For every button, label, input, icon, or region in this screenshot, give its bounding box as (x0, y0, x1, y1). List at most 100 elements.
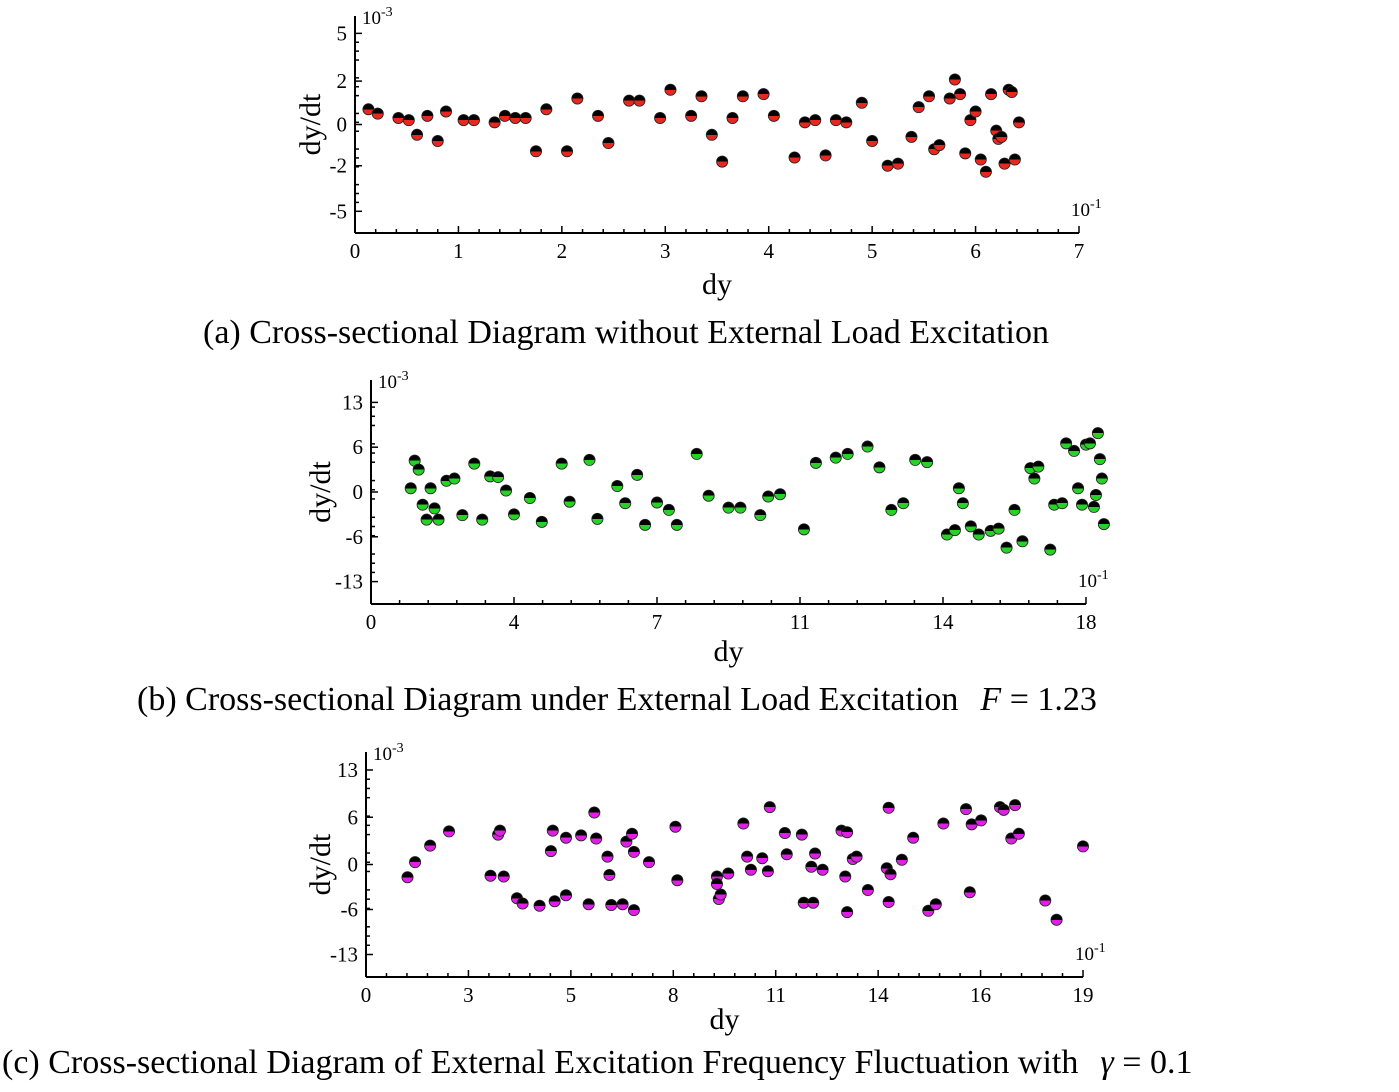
data-point-a (540, 103, 553, 116)
x-tick-label-a: 6 (970, 239, 981, 263)
data-point-b (535, 515, 548, 528)
x-tick-label-b: 0 (366, 610, 377, 634)
data-point-a (440, 105, 453, 118)
data-point-a (905, 130, 918, 143)
data-point-c (795, 828, 808, 841)
y-tick-label-a: 0 (337, 113, 348, 137)
data-point-c (714, 888, 727, 901)
x-tick-label-a: 4 (763, 239, 774, 263)
data-point-b (885, 503, 898, 516)
data-point-c (533, 899, 546, 912)
data-point-b (500, 484, 513, 497)
caption-c-formula: γ = 0.1 (1100, 1044, 1192, 1081)
data-point-a (602, 137, 615, 150)
data-point-c (588, 806, 601, 819)
x-tick-label-a: 0 (350, 239, 361, 263)
caption-c-text: (c) Cross-sectional Diagram of External … (2, 1044, 1079, 1081)
data-point-c (756, 852, 769, 865)
data-point-b (1028, 472, 1041, 485)
x-tick-label-c: 16 (970, 983, 991, 1007)
data-point-a (892, 157, 905, 170)
data-point-c (582, 898, 595, 911)
data-point-b (432, 513, 445, 526)
data-point-b (972, 528, 985, 541)
data-point-a (923, 90, 936, 103)
data-point-b (702, 489, 715, 502)
data-point-a (1008, 153, 1021, 166)
data-point-c (590, 832, 603, 845)
data-point-c (560, 889, 573, 902)
data-point-a (969, 105, 982, 118)
x-axis-title-b: dy (714, 635, 744, 668)
data-point-a (467, 114, 480, 127)
y-tick-label-b: 0 (353, 480, 364, 504)
data-point-c (710, 878, 723, 891)
x-tick-label-b: 7 (652, 610, 663, 634)
data-point-c (861, 884, 874, 897)
data-point-b (428, 502, 441, 515)
data-point-b (424, 482, 437, 495)
chart-panel-c: 0 3 5 8 11 14 16 19 13 6 0 -6 -13 10-3 10-1 dy dy/dt (304, 741, 1106, 1036)
data-point-b (1016, 535, 1029, 548)
data-point-c (809, 847, 822, 860)
data-point-b (468, 457, 481, 470)
data-point-b (1091, 427, 1104, 440)
data-point-b (1076, 498, 1089, 511)
data-point-a (954, 88, 967, 101)
data-point-c (401, 871, 414, 884)
data-point-a (943, 92, 956, 105)
data-point-b (416, 498, 429, 511)
data-point-c (603, 869, 616, 882)
caption-c: (c) Cross-sectional Diagram of External … (2, 1044, 1192, 1082)
x-tick-label-c: 5 (566, 983, 577, 1007)
x-tick-label-a: 1 (453, 239, 464, 263)
data-point-c (627, 845, 640, 858)
data-point-b (1060, 437, 1073, 450)
data-point-b (456, 509, 469, 522)
data-point-c (722, 867, 735, 880)
data-point-c (841, 826, 854, 839)
y-scale-note-a: 10-3 (362, 5, 393, 29)
data-point-c (627, 904, 640, 917)
data-point-a (488, 116, 501, 129)
data-point-c (605, 899, 618, 912)
x-tick-label-a: 7 (1074, 239, 1085, 263)
data-point-a (995, 130, 1008, 143)
data-point-b (1000, 541, 1013, 554)
data-point-b (448, 472, 461, 485)
x-axis-title-c: dy (710, 1003, 740, 1036)
data-point-a (1013, 116, 1026, 129)
data-point-a (809, 114, 822, 127)
y-tick-label-a: 5 (337, 21, 348, 45)
x-tick-label-a: 2 (557, 239, 568, 263)
data-point-c (884, 868, 897, 881)
scatter-chart-b: 0 4 7 11 14 18 13 6 0 -6 -13 10-3 10-1 dy dy/dt (304, 369, 1110, 668)
x-tick-label-b: 4 (509, 610, 520, 634)
data-point-a (974, 153, 987, 166)
data-point-c (907, 831, 920, 844)
data-point-b (921, 456, 934, 469)
y-tick-label-b: -6 (346, 525, 364, 549)
data-point-a (855, 96, 868, 109)
data-point-a (757, 88, 770, 101)
data-point-a (767, 109, 780, 122)
data-point-b (1083, 437, 1096, 450)
data-point-a (819, 149, 832, 162)
data-point-a (840, 116, 853, 129)
y-tick-label-c: 13 (337, 758, 358, 782)
data-point-b (952, 482, 965, 495)
data-point-c (1009, 799, 1022, 812)
scatter-chart-a: 0 1 2 3 4 5 6 7 5 2 0 -2 -5 10-3 10-1 dy dy/dt (294, 5, 1102, 301)
data-point-c (882, 801, 895, 814)
data-point-a (592, 109, 605, 122)
y-tick-label-a: 2 (337, 69, 348, 93)
data-point-a (788, 151, 801, 164)
data-point-a (948, 73, 961, 86)
data-point-a (402, 114, 415, 127)
caption-c-variable: γ (1100, 1044, 1114, 1081)
data-point-c (807, 896, 820, 909)
data-point-b (555, 457, 568, 470)
chart-panel-b: 0 4 7 11 14 18 13 6 0 -6 -13 10-3 10-1 dy dy/dt (304, 369, 1110, 668)
x-tick-label-b: 11 (790, 610, 810, 634)
data-point-a (561, 145, 574, 158)
